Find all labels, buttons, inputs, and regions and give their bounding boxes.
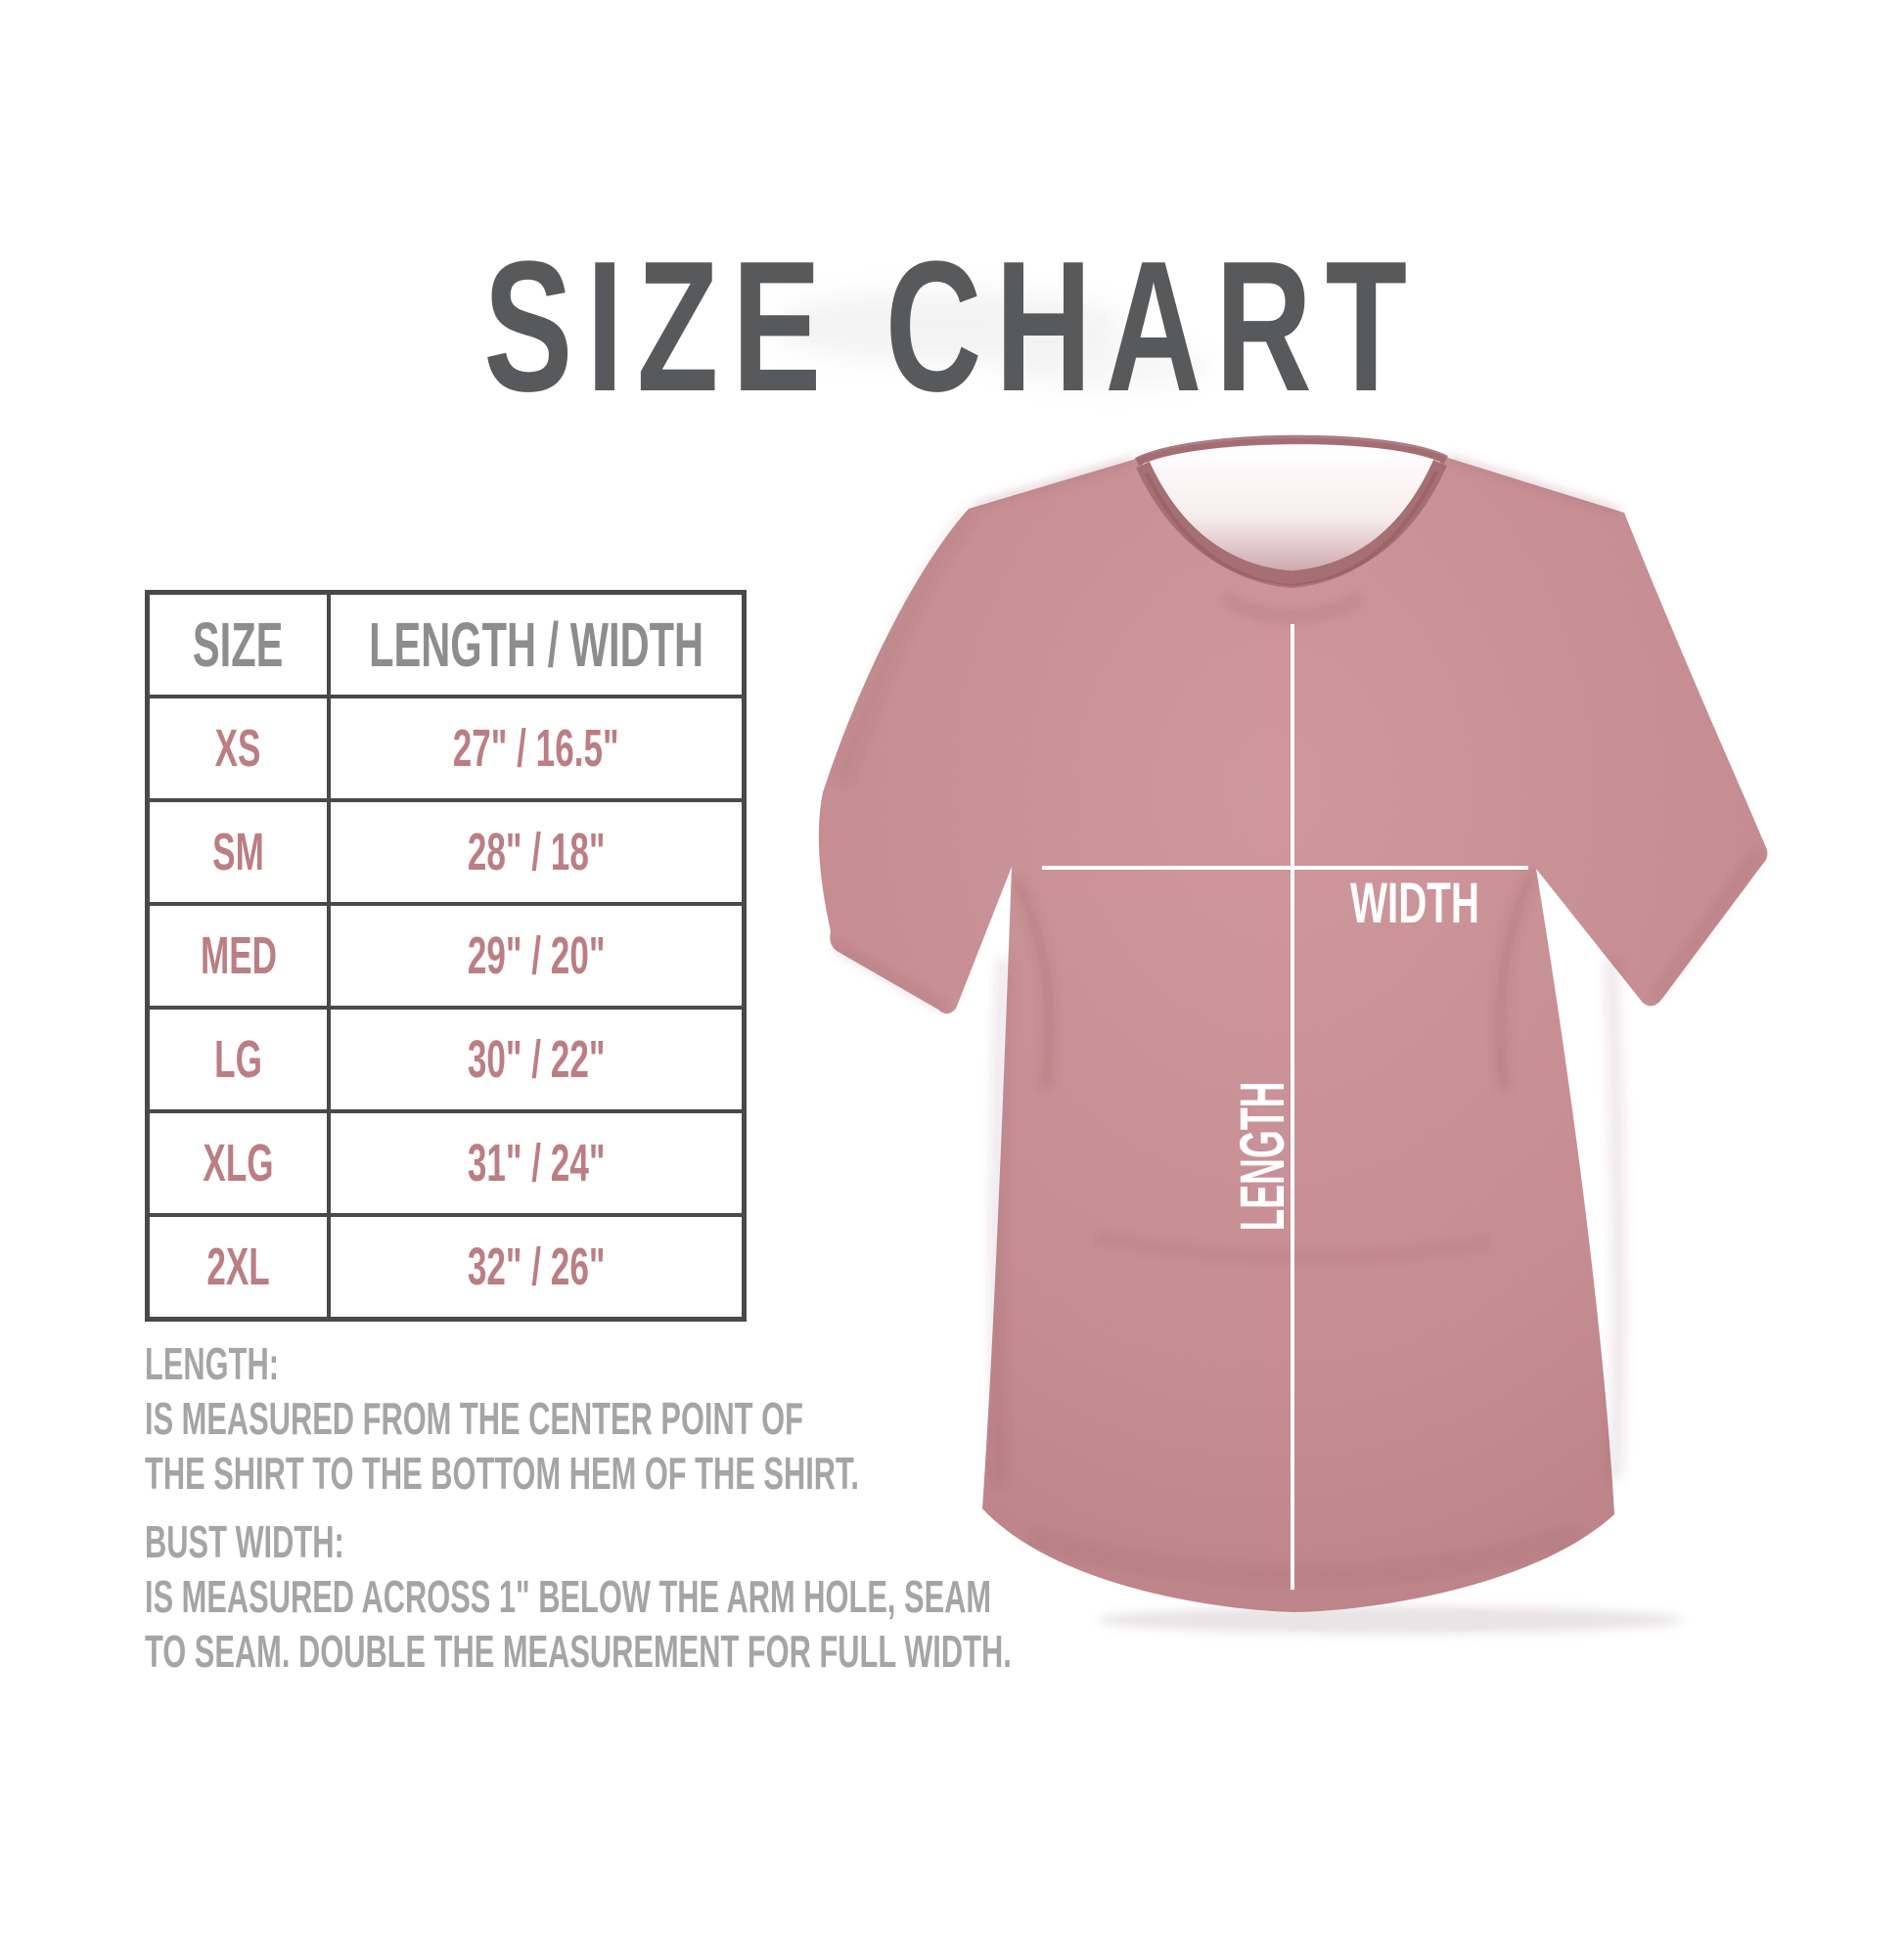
bust-width-note: BUST WIDTH: IS MEASURED ACROSS 1" BELOW … [145,1514,1438,1679]
page-title: SIZE CHART [0,234,1904,420]
shirt-folds [833,456,1763,1583]
note-line: IS MEASURED ACROSS 1" BELOW THE ARM HOLE… [145,1571,992,1622]
background-smudge [1008,344,1213,389]
note-line: THE SHIRT TO THE BOTTOM HEM OF THE SHIRT… [145,1448,859,1499]
note-label: BUST WIDTH: [145,1516,344,1567]
measurement-cell-2xl: 32" / 26" [331,1217,742,1317]
measurement-cell-lg: 30" / 22" [331,1010,742,1109]
size-cell-xs: XS [150,698,327,798]
length-label: LENGTH [1227,1082,1297,1232]
size-cell-xlg: XLG [150,1113,327,1213]
length-note: LENGTH: IS MEASURED FROM THE CENTER POIN… [145,1336,1438,1501]
page-title-text: SIZE CHART [483,223,1421,431]
size-cell-sm: SM [150,802,327,902]
shirt-ground-shadow [1096,1606,1683,1634]
measurement-notes: LENGTH: IS MEASURED FROM THE CENTER POIN… [145,1336,1438,1679]
measure-lines [1042,624,1528,1590]
measurement-cell-sm: 28" / 18" [331,802,742,902]
size-table-header-measurement: LENGTH / WIDTH [331,595,742,695]
tshirt-diagram: WIDTH LENGTH [802,411,1781,1643]
shirt-collar [1134,434,1449,589]
note-line: TO SEAM. DOUBLE THE MEASUREMENT FOR FULL… [145,1626,1012,1677]
measurement-cell-xlg: 31" / 24" [331,1113,742,1213]
size-cell-lg: LG [150,1010,327,1109]
measurement-cell-med: 29" / 20" [331,906,742,1006]
size-cell-med: MED [150,906,327,1006]
background-smudge [773,292,1125,362]
size-table-header-size: SIZE [150,595,327,695]
note-line: IS MEASURED FROM THE CENTER POINT OF [145,1393,803,1444]
size-cell-2xl: 2XL [150,1217,327,1317]
tshirt-illustration: WIDTH LENGTH [818,434,1768,1634]
measurement-cell-xs: 27" / 16.5" [331,698,742,798]
size-table: SIZE LENGTH / WIDTH XS 27" / 16.5" SM 28" /… [145,590,747,1322]
note-label: LENGTH: [145,1338,279,1389]
width-label: WIDTH [1350,872,1479,935]
